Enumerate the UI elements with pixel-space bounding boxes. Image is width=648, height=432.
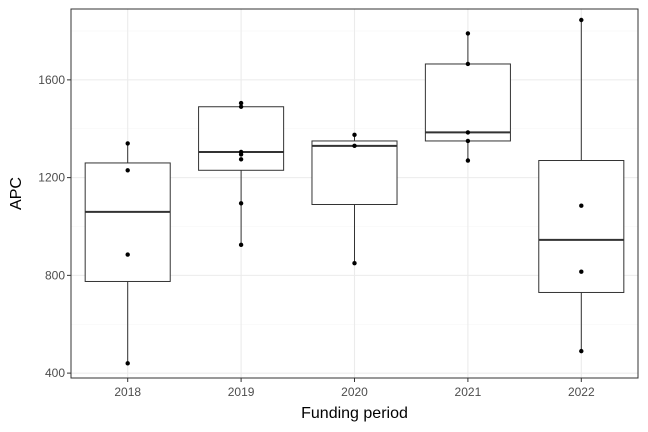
data-point <box>125 252 130 257</box>
data-point <box>352 132 357 138</box>
data-point <box>352 143 357 149</box>
data-point <box>465 61 471 67</box>
data-point <box>465 158 471 163</box>
data-point <box>465 130 471 135</box>
data-point <box>465 138 471 144</box>
boxes-layer <box>84 19 625 364</box>
data-point <box>579 348 584 354</box>
data-point <box>465 31 471 36</box>
y-axis-title: APC <box>8 177 25 210</box>
box-2020 <box>311 134 398 264</box>
data-point <box>579 269 584 274</box>
data-point <box>238 242 244 248</box>
y-tick-label: 400 <box>45 366 65 380</box>
data-point <box>125 168 130 173</box>
x-tick-label: 2020 <box>341 385 368 399</box>
x-tick-label: 2019 <box>228 385 255 399</box>
data-point <box>238 201 244 206</box>
data-point <box>238 104 244 109</box>
y-tick-label: 800 <box>45 268 65 282</box>
data-point <box>579 203 584 208</box>
x-tick-label: 2018 <box>114 385 141 399</box>
box-rect <box>424 63 511 142</box>
x-tick-label: 2021 <box>455 385 482 399</box>
axis-ticks: 400 800 1200 1600 2018 2019 2020 2021 2022 <box>38 73 595 399</box>
data-point <box>238 100 244 106</box>
box-2018 <box>84 143 171 364</box>
box-rect <box>84 162 171 282</box>
points-layer <box>125 17 584 366</box>
x-axis-title: Funding period <box>301 405 408 422</box>
data-point <box>579 17 584 23</box>
box-rect <box>311 140 398 205</box>
data-point <box>238 152 244 157</box>
data-point <box>125 141 130 146</box>
data-point <box>238 157 244 162</box>
data-point <box>125 361 130 366</box>
data-point <box>352 260 357 266</box>
x-tick-label: 2022 <box>568 385 595 399</box>
y-tick-label: 1600 <box>38 73 65 87</box>
y-tick-label: 1200 <box>38 171 65 185</box>
